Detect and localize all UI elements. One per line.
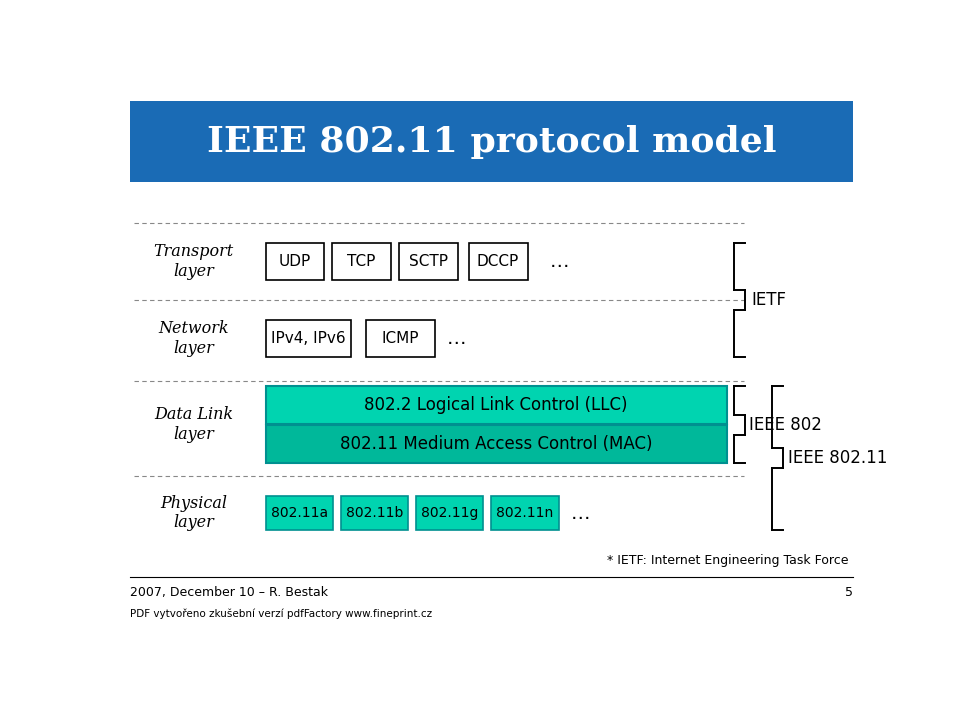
Text: Physical
layer: Physical layer — [160, 495, 227, 531]
Text: 2007, December 10 – R. Bestak: 2007, December 10 – R. Bestak — [130, 586, 328, 600]
Text: UDP: UDP — [279, 254, 311, 269]
Bar — [266, 243, 324, 280]
Text: IEEE 802.11: IEEE 802.11 — [788, 449, 887, 467]
Text: …: … — [571, 503, 591, 522]
Text: 802.11b: 802.11b — [346, 506, 403, 520]
Bar — [366, 320, 434, 357]
Text: IEEE 802.11 protocol model: IEEE 802.11 protocol model — [207, 125, 776, 159]
Text: IPv4, IPv6: IPv4, IPv6 — [270, 331, 345, 346]
Text: …: … — [550, 252, 570, 271]
Text: …: … — [447, 329, 466, 347]
Text: TCP: TCP — [347, 254, 376, 269]
Text: 5: 5 — [845, 586, 853, 600]
Bar — [491, 496, 558, 530]
Bar — [340, 496, 409, 530]
Bar — [416, 496, 483, 530]
Text: ICMP: ICMP — [382, 331, 419, 346]
Text: 802.11 Medium Access Control (MAC): 802.11 Medium Access Control (MAC) — [339, 435, 652, 453]
Text: Network
layer: Network layer — [158, 320, 229, 357]
Bar — [130, 101, 853, 182]
Text: DCCP: DCCP — [477, 254, 519, 269]
Text: * IETF: Internet Engineering Task Force: * IETF: Internet Engineering Task Force — [607, 554, 849, 567]
Text: IEEE 802: IEEE 802 — [749, 416, 822, 434]
Text: 802.11a: 802.11a — [270, 506, 328, 520]
Text: Transport
layer: Transport layer — [153, 243, 234, 279]
Bar — [266, 496, 333, 530]
Text: 802.11g: 802.11g — [421, 506, 479, 520]
Text: 802.2 Logical Link Control (LLC): 802.2 Logical Link Control (LLC) — [364, 396, 628, 414]
Text: 802.11n: 802.11n — [496, 506, 553, 520]
Bar — [266, 385, 727, 424]
Text: PDF vytvořeno zkušební verzí pdfFactory www.fineprint.cz: PDF vytvořeno zkušební verzí pdfFactory … — [130, 609, 433, 619]
Text: IETF: IETF — [752, 291, 786, 309]
Bar — [266, 320, 351, 357]
Bar — [399, 243, 457, 280]
Bar — [469, 243, 527, 280]
Bar — [332, 243, 391, 280]
Text: Data Link
layer: Data Link layer — [154, 406, 233, 443]
Text: SCTP: SCTP — [409, 254, 448, 269]
Bar — [266, 425, 727, 463]
